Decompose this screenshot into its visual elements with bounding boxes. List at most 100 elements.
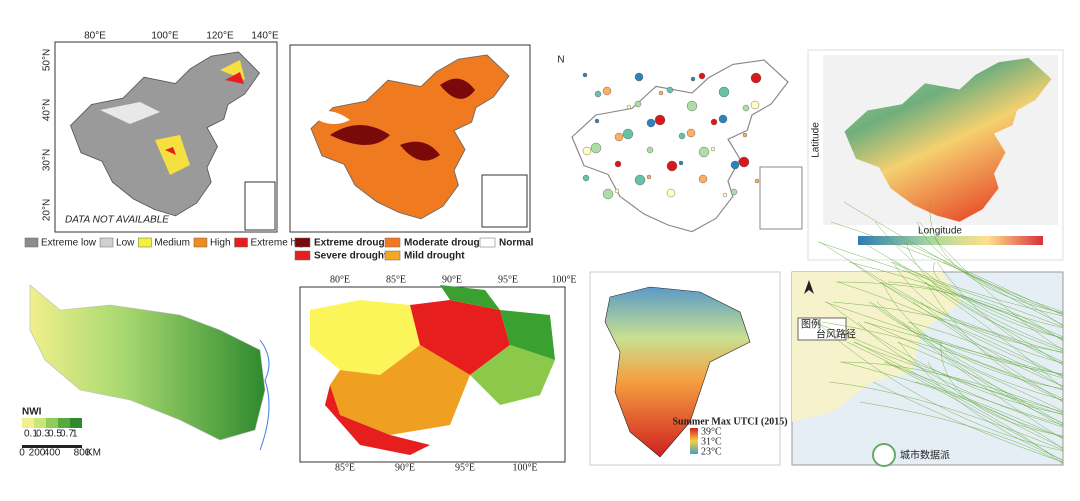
station	[698, 72, 706, 80]
legend-label: Extreme drought	[314, 238, 395, 249]
legend-swatch	[234, 237, 248, 248]
track	[872, 381, 1064, 463]
zone	[440, 285, 555, 360]
high	[165, 72, 244, 155]
station	[590, 142, 602, 154]
track	[865, 321, 1064, 412]
legend-label: 31°C	[701, 436, 722, 447]
track	[929, 201, 1064, 314]
river	[259, 339, 270, 451]
station	[602, 86, 612, 96]
legend-swatch	[384, 237, 401, 248]
plateau	[29, 284, 266, 441]
lon-label: 120°E	[206, 31, 234, 42]
legend-label: Mild drought	[404, 251, 465, 262]
station	[686, 128, 696, 138]
legend-label: Moderate drought	[404, 238, 490, 249]
track	[863, 321, 1064, 376]
track	[879, 281, 1064, 354]
logo	[872, 443, 896, 467]
legend-label: Severe drought	[314, 251, 388, 262]
station	[658, 90, 664, 96]
legend-swatch	[99, 237, 114, 248]
zone	[470, 345, 555, 405]
track	[931, 281, 1064, 350]
station	[750, 100, 760, 110]
track	[846, 341, 1064, 465]
normal	[310, 111, 350, 124]
legend-box	[797, 317, 847, 341]
scale-unit: KM	[86, 448, 101, 459]
panel-temperature: Longitude Latitude	[807, 49, 1064, 261]
legend-label: Extreme low	[41, 238, 97, 249]
legend-label: Extreme high	[251, 238, 310, 249]
y-axis-label: Latitude	[811, 122, 822, 158]
legend-swatch	[22, 418, 34, 428]
station	[634, 100, 642, 108]
track	[907, 321, 1064, 388]
station	[626, 104, 632, 110]
station	[614, 188, 620, 194]
track	[914, 381, 1064, 439]
panel-risk: 80°E 100°E 120°E 140°E 50°N 40°N 30°N 20°N DATA …	[24, 31, 310, 249]
track	[832, 301, 1064, 363]
track	[927, 361, 1064, 438]
lon-label: 100°E	[512, 462, 537, 473]
lon-label: 95°E	[455, 462, 475, 473]
track	[828, 381, 1064, 451]
station	[730, 188, 738, 196]
north-arrow	[804, 280, 814, 294]
lon-label: 90°E	[395, 462, 415, 473]
legend-swatch	[294, 250, 311, 261]
legend-label: Medium	[154, 238, 190, 249]
station	[582, 72, 588, 78]
station	[678, 132, 686, 140]
colorbar	[690, 428, 698, 454]
lon-label: 85°E	[386, 274, 406, 285]
track	[870, 301, 1064, 427]
track	[920, 301, 1064, 387]
lat-label: 20°N	[42, 199, 53, 221]
track	[938, 341, 1064, 401]
track	[912, 301, 1064, 403]
legend-item: 台风路径	[816, 327, 856, 340]
legend-label: 0.3	[36, 429, 50, 440]
track	[885, 361, 1064, 462]
zone	[330, 345, 470, 435]
track	[815, 321, 1064, 452]
legend-label: 0.1	[24, 429, 38, 440]
inset	[244, 181, 276, 231]
legend-label: Normal	[499, 238, 534, 249]
track	[936, 261, 1064, 365]
lon-label: 95°E	[498, 274, 518, 285]
station	[666, 86, 674, 94]
station	[718, 86, 730, 98]
station	[722, 192, 728, 198]
track	[835, 281, 1064, 342]
lon-label: 80°E	[330, 274, 350, 285]
track	[887, 281, 1064, 338]
track	[859, 401, 1064, 464]
scale-label: 400	[44, 448, 61, 459]
station	[654, 114, 666, 126]
lat-label: 30°N	[42, 149, 53, 171]
scale-bar	[22, 445, 82, 448]
legend-swatch	[294, 237, 311, 248]
station	[614, 160, 622, 168]
watermark-text: 城市数据派	[900, 449, 950, 462]
note: DATA NOT AVAILABLE	[65, 215, 169, 226]
track	[881, 281, 1064, 390]
station	[582, 174, 590, 182]
station	[634, 174, 646, 186]
land	[792, 272, 962, 422]
station	[582, 146, 592, 156]
legend-swatch	[46, 418, 58, 428]
track	[890, 261, 1064, 317]
inset	[481, 174, 528, 228]
scale-label: 800	[74, 448, 91, 459]
track	[826, 301, 1064, 415]
panel-utci: Summer Max UTCI (2015)39°C31°C23°C	[589, 271, 788, 466]
legend-label: 23°C	[701, 446, 722, 457]
legend-swatch	[58, 418, 70, 428]
